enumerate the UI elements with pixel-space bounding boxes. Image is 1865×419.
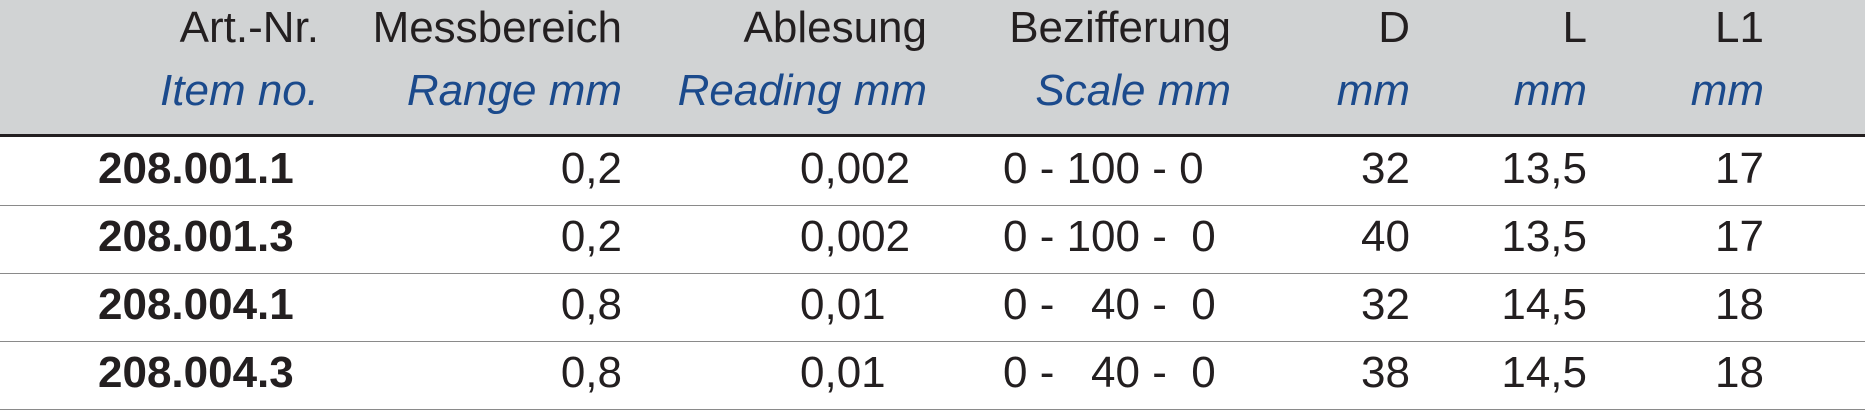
diameter-cell: 32: [1361, 144, 1410, 193]
header-translation: mm: [1513, 66, 1587, 115]
header-translation: Reading mm: [677, 66, 927, 115]
item-number-cell: 208.001.1: [98, 144, 294, 193]
item-number-cell: 208.004.3: [98, 348, 294, 397]
reading-cell: 0,01: [800, 280, 886, 329]
length-l1-cell: 18: [1715, 348, 1764, 397]
diameter-cell: 32: [1361, 280, 1410, 329]
length-l1-cell: 17: [1715, 212, 1764, 261]
length-cell: 14,5: [1501, 280, 1587, 329]
length-l1-cell: 18: [1715, 280, 1764, 329]
header-label: D: [1378, 3, 1410, 52]
length-cell: 14,5: [1501, 348, 1587, 397]
header-label: Art.-Nr.: [179, 3, 319, 52]
header-translation: Item no.: [160, 66, 319, 115]
header-translation: mm: [1690, 66, 1764, 115]
header-label: L: [1562, 3, 1587, 52]
header-label: Bezifferung: [1009, 3, 1231, 52]
reading-cell: 0,002: [800, 212, 911, 261]
length-cell: 13,5: [1501, 212, 1587, 261]
diameter-cell: 40: [1361, 212, 1410, 261]
header-translation: mm: [1336, 66, 1410, 115]
header-translation: Scale mm: [1035, 66, 1231, 115]
header-label: Messbereich: [372, 3, 622, 52]
row-separator: [0, 205, 1865, 206]
header-translation: Range mm: [406, 66, 622, 115]
range-cell: 0,2: [560, 144, 622, 193]
length-cell: 13,5: [1501, 144, 1587, 193]
range-cell: 0,8: [560, 280, 622, 329]
scale-cell: 0 - 100 - 0: [1003, 144, 1204, 193]
row-separator: [0, 409, 1865, 410]
reading-cell: 0,01: [800, 348, 886, 397]
scale-cell: 0 - 40 - 0: [1003, 280, 1216, 329]
scale-cell: 0 - 100 - 0: [1003, 212, 1216, 261]
header-label: Ablesung: [743, 3, 927, 52]
reading-cell: 0,002: [800, 144, 911, 193]
item-number-cell: 208.001.3: [98, 212, 294, 261]
item-number-cell: 208.004.1: [98, 280, 294, 329]
row-separator: [0, 341, 1865, 342]
header-band: [0, 0, 1865, 137]
header-label: L1: [1715, 3, 1764, 52]
scale-cell: 0 - 40 - 0: [1003, 348, 1216, 397]
diameter-cell: 38: [1361, 348, 1410, 397]
row-separator: [0, 273, 1865, 274]
range-cell: 0,2: [560, 212, 622, 261]
range-cell: 0,8: [560, 348, 622, 397]
length-l1-cell: 17: [1715, 144, 1764, 193]
